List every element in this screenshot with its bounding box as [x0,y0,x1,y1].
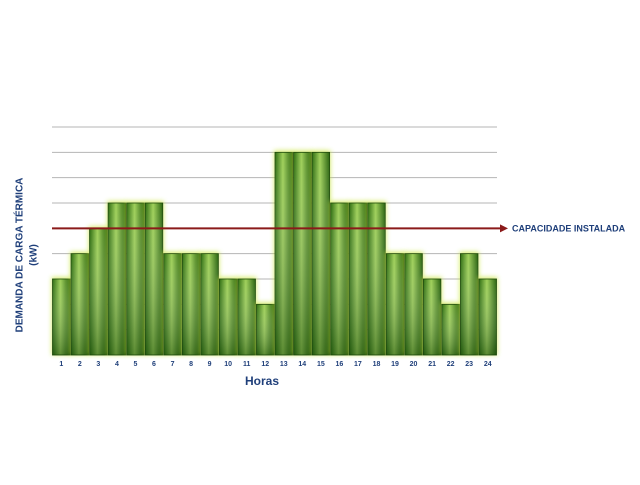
x-tick-label: 5 [133,361,137,368]
bar-shade [219,279,237,355]
x-tick-label: 11 [243,361,251,368]
bar-shade [89,228,108,355]
x-tick-label: 1 [59,361,63,368]
bar-shade [71,253,89,355]
x-tick-label: 4 [115,361,119,368]
x-tick-label: 22 [447,361,455,368]
x-tick-label: 10 [224,361,232,368]
x-tick-label: 20 [410,361,418,368]
bar-shade [330,203,349,355]
bar-shade [108,203,126,355]
y-axis-label: DEMANDA DE CARGA TÉRMICA [13,178,26,333]
bar-shade [52,279,71,355]
bar-shade [386,253,404,355]
reference-arrow [500,224,508,233]
bar-shade [423,279,441,355]
bar-shade [367,203,386,355]
bar-shade [256,304,274,355]
x-tick-label: 15 [317,361,325,368]
x-tick-label: 12 [261,361,269,368]
y-axis-label: (kW) [29,244,40,266]
x-tick-label: 16 [335,361,343,368]
x-tick-label: 18 [373,361,381,368]
x-tick-label: 2 [78,361,82,368]
bar-shade [312,152,330,355]
x-tick-label: 6 [152,361,156,368]
bar-shade [349,203,367,355]
x-tick-label: 9 [208,361,212,368]
bar-shade [441,304,460,355]
x-tick-label: 14 [298,361,306,368]
x-tick-label: 17 [354,361,362,368]
x-tick-label: 24 [484,361,492,368]
bar-shade [200,253,219,355]
bar-shade [460,253,478,355]
x-tick-label: 23 [465,361,473,368]
x-tick-label: 7 [171,361,175,368]
bar-shade [182,253,200,355]
bar-shade [237,279,256,355]
reference-label: CAPACIDADE INSTALADA [512,224,626,234]
x-axis-label: Horas [245,374,279,388]
bar-shade [163,253,182,355]
x-tick-label: 19 [391,361,399,368]
bar-shade [145,203,163,355]
bar-shade [275,152,293,355]
bar-shade [126,203,145,355]
x-tick-label: 13 [280,361,288,368]
x-tick-label: 3 [96,361,100,368]
bar-shade [478,279,497,355]
x-tick-label: 8 [189,361,193,368]
bar-shade [293,152,312,355]
x-tick-label: 21 [428,361,436,368]
bar-shade [404,253,423,355]
